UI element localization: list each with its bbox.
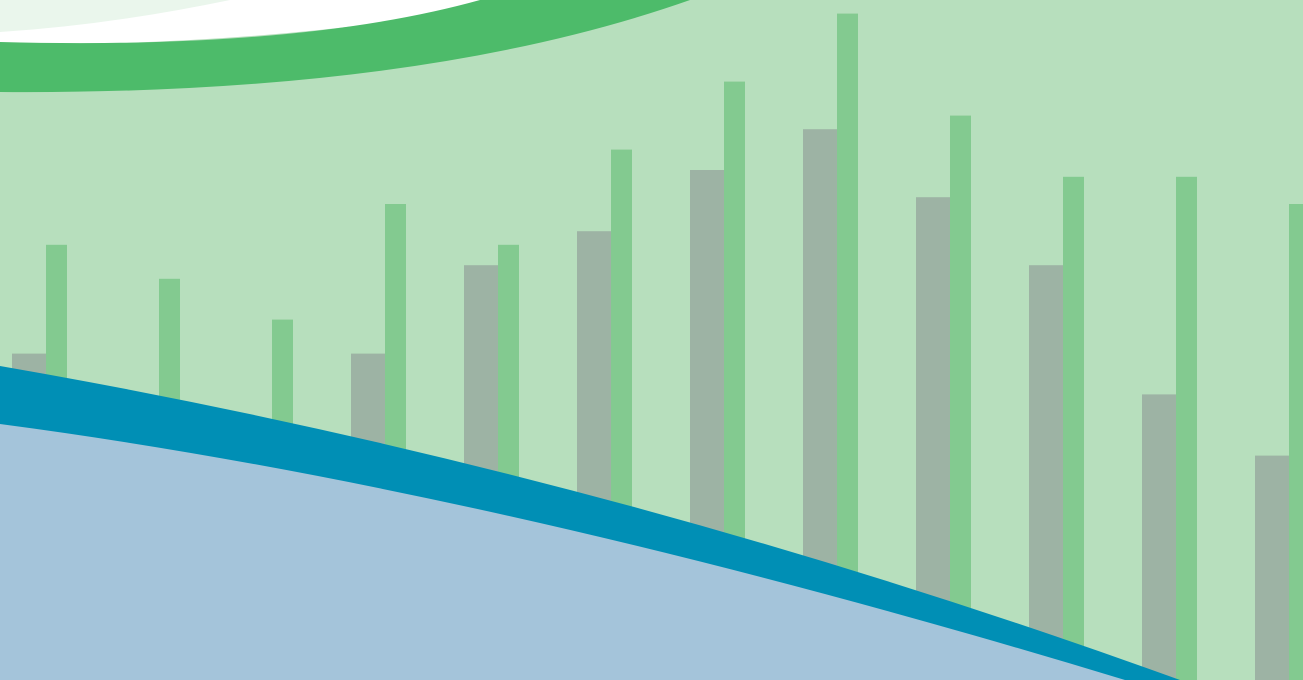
green-bar	[724, 81, 745, 680]
green-bar	[1289, 204, 1303, 680]
top-swoosh-green-band	[0, 0, 690, 93]
gray-bar	[1142, 394, 1176, 680]
top-swoosh-light-streak	[0, 0, 230, 32]
green-bar	[1063, 176, 1084, 680]
green-bar	[837, 13, 858, 680]
green-bar	[950, 115, 971, 680]
gray-bar	[1029, 265, 1063, 680]
bottom-swoosh	[0, 366, 1180, 680]
top-swoosh	[0, 0, 690, 93]
bottom-swoosh-light-fill	[0, 424, 1125, 680]
gray-bar	[1255, 455, 1289, 680]
green-bar	[1176, 176, 1197, 680]
